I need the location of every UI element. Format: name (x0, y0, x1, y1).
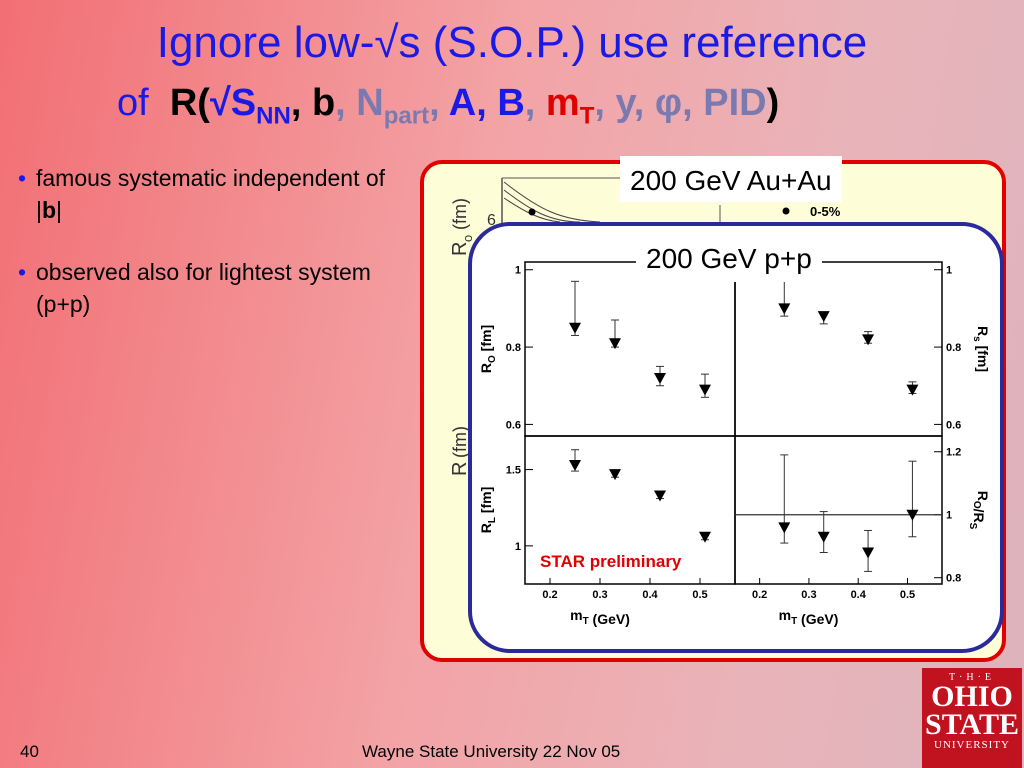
data-point-marker (609, 338, 621, 349)
x-tick-label: 0.4 (851, 589, 867, 601)
slide-number: 40 (20, 742, 39, 762)
y-tick-label: 1.2 (946, 447, 961, 459)
data-point-marker (699, 532, 711, 543)
x-axis-label: mT (GeV) (570, 607, 630, 627)
star-preliminary-label: STAR preliminary (540, 552, 681, 572)
data-point-marker (778, 522, 790, 533)
y-axis-label: Rs [fm] (971, 326, 991, 372)
x-tick-label: 0.4 (642, 589, 658, 601)
y-tick-label: 1 (946, 265, 952, 277)
data-point-marker (778, 303, 790, 314)
logo-ohio: OHIO (922, 683, 1022, 711)
data-point-marker (654, 373, 666, 384)
y-axis-label-group: RO/RS (967, 491, 991, 530)
logo-state: STATE (922, 711, 1022, 739)
data-point-marker (818, 311, 830, 322)
x-tick-label: 0.5 (692, 589, 707, 601)
panel-frame (735, 262, 942, 436)
data-point-marker (569, 323, 581, 334)
panel-frame (525, 262, 735, 436)
y-axis-label-group: RO [fm] (478, 325, 498, 373)
y-tick-label: 1 (515, 265, 521, 277)
y-tick-label: 0.8 (506, 342, 521, 354)
y-tick-label: 0.8 (946, 342, 961, 354)
x-axis-label-group: mT (GeV) (570, 607, 630, 627)
y-axis-label: RO/RS (967, 491, 991, 530)
y-tick-label: 1.5 (506, 465, 521, 477)
y-axis-label-group: RL [fm] (478, 487, 498, 534)
logo-university: UNIVERSITY (922, 739, 1022, 751)
data-point-marker (818, 532, 830, 543)
data-point-marker (654, 491, 666, 502)
x-tick-label: 0.5 (900, 589, 915, 601)
footer-text: Wayne State University 22 Nov 05 (362, 742, 620, 762)
y-axis-label-group: Rs [fm] (971, 326, 991, 372)
y-tick-label: 1 (946, 510, 952, 522)
x-tick-label: 0.2 (752, 589, 767, 601)
x-tick-label: 0.3 (592, 589, 607, 601)
data-point-marker (699, 385, 711, 396)
data-point-marker (862, 548, 874, 559)
x-axis-label-group: mT (GeV) (779, 607, 839, 627)
ohio-state-logo: T·H·E OHIO STATE UNIVERSITY (922, 668, 1022, 768)
data-point-marker (609, 469, 621, 480)
y-tick-label: 0.6 (506, 419, 521, 431)
y-tick-label: 1 (515, 541, 521, 553)
pp-label: 200 GeV p+p (636, 236, 822, 282)
data-point-marker (862, 334, 874, 345)
x-tick-label: 0.3 (801, 589, 816, 601)
data-point-marker (906, 385, 918, 396)
y-tick-label: 0.8 (946, 573, 961, 585)
data-point-marker (569, 460, 581, 471)
x-tick-label: 0.2 (542, 589, 557, 601)
x-axis-label: mT (GeV) (779, 607, 839, 627)
y-axis-label: RL [fm] (478, 487, 498, 534)
y-tick-label: 0.6 (946, 419, 961, 431)
y-axis-label: RO [fm] (478, 325, 498, 373)
auau-label: 200 GeV Au+Au (620, 156, 842, 202)
